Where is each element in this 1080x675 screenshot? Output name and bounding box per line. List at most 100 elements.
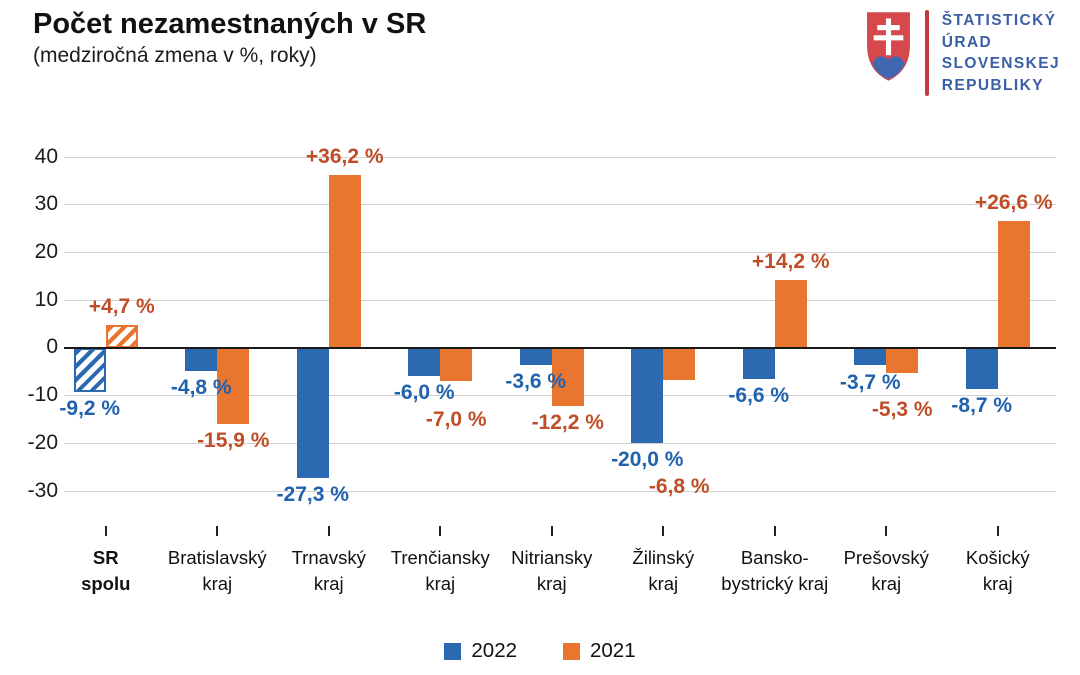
bar-2021-cat3 <box>440 347 473 382</box>
bar-2022-cat8 <box>965 347 998 390</box>
bar-value-label-2021-cat2: +36,2 % <box>305 145 384 169</box>
bar-2022-cat6 <box>742 347 775 380</box>
x-label-line: Žilinský <box>632 547 695 568</box>
statistical-office-logo: ŠTATISTICKÝ ÚRAD SLOVENSKEJ REPUBLIKY <box>865 10 1060 96</box>
y-tick-label-40: 40 <box>34 144 58 168</box>
x-tick-cat6 <box>773 526 776 536</box>
bar-2021-cat4 <box>551 347 584 407</box>
bar-value-label-2021-cat0: +4,7 % <box>88 295 155 319</box>
bar-value-label-2021-cat7: -5,3 % <box>871 397 933 421</box>
legend-item-2022: 2022 <box>444 639 517 663</box>
bar-2021-cat6 <box>774 280 807 348</box>
x-label-line: SR <box>92 547 119 568</box>
gridline-y-40 <box>64 156 1056 158</box>
bar-value-label-2022-cat0: -9,2 % <box>59 396 121 420</box>
x-label-line: Bansko- <box>740 547 809 568</box>
chart-subtitle: (medziročná zmena v %, roky) <box>33 44 317 67</box>
bar-value-label-2022-cat3: -6,0 % <box>393 381 455 405</box>
x-tick-cat8 <box>996 526 999 536</box>
bar-value-label-2021-cat1: -15,9 % <box>197 428 270 452</box>
bar-value-label-2021-cat4: -12,2 % <box>531 411 604 435</box>
bar-2022-cat7 <box>854 347 887 366</box>
x-label-line: bystrický kraj <box>721 572 829 594</box>
chart-title: Počet nezamestnaných v SR <box>33 8 427 40</box>
bar-value-label-2022-cat2: -27,3 % <box>276 483 349 507</box>
bar-value-label-2022-cat4: -3,6 % <box>505 370 567 394</box>
x-label-line: kraj <box>202 572 233 594</box>
bar-value-label-2022-cat6: -6,6 % <box>728 384 790 408</box>
legend-item-2021: 2021 <box>563 639 636 663</box>
bar-2022-cat4 <box>519 347 552 366</box>
y-tick-label--10: -10 <box>27 383 58 407</box>
bar-value-label-2022-cat5: -20,0 % <box>611 448 684 472</box>
y-tick-label-10: 10 <box>34 287 58 311</box>
bar-value-label-2021-cat3: -7,0 % <box>425 408 487 432</box>
legend-label-2021: 2021 <box>590 639 636 662</box>
x-label-cat2: Trnavský kraj <box>254 545 404 596</box>
y-tick-label-0: 0 <box>46 335 58 359</box>
x-tick-cat4 <box>550 526 553 536</box>
y-tick-label--30: -30 <box>27 478 58 502</box>
logo-org-name: ŠTATISTICKÝ ÚRAD SLOVENSKEJ REPUBLIKY <box>942 10 1060 96</box>
x-label-line: spolu <box>81 572 131 594</box>
y-tick-label--20: -20 <box>27 430 58 454</box>
bar-2021-cat1 <box>217 347 250 424</box>
x-tick-cat0 <box>104 526 107 536</box>
x-label-cat5: Žilinský kraj <box>588 545 738 596</box>
logo-org-line: SLOVENSKEJ <box>941 55 1060 72</box>
gridline-y--30 <box>64 490 1056 492</box>
logo-org-line: ÚRAD <box>941 33 993 51</box>
x-label-cat7: Prešovský kraj <box>811 545 961 596</box>
x-label-cat8: Košický kraj <box>923 545 1073 596</box>
x-label-line: Trnavský <box>291 547 366 568</box>
x-label-cat0: SR spolu <box>31 545 181 596</box>
legend-swatch-2021 <box>563 642 580 660</box>
logo-org-line: REPUBLIKY <box>941 76 1044 94</box>
bar-2022-cat3 <box>408 347 441 377</box>
bar-2021-cat2 <box>328 175 361 348</box>
x-tick-cat3 <box>439 526 442 536</box>
bar-2021-cat8 <box>997 220 1030 348</box>
x-label-line: kraj <box>425 572 456 594</box>
x-label-line: kraj <box>648 572 679 594</box>
zero-axis-line <box>64 346 1056 350</box>
x-label-cat3: Trenčiansky kraj <box>365 545 515 596</box>
bar-value-label-2021-cat8: +26,6 % <box>974 190 1053 214</box>
bar-value-label-2021-cat6: +14,2 % <box>751 250 830 274</box>
bar-2022-cat5 <box>631 347 664 444</box>
legend-swatch-2022 <box>444 642 462 660</box>
bar-value-label-2021-cat5: -6,8 % <box>648 475 710 499</box>
bar-value-label-2022-cat1: -4,8 % <box>170 375 232 399</box>
bar-2022-cat0 <box>73 347 106 392</box>
bar-2021-cat5 <box>663 347 696 381</box>
y-tick-label-20: 20 <box>34 239 58 263</box>
bar-2021-cat7 <box>886 347 919 374</box>
logo-divider <box>925 10 929 96</box>
x-tick-cat2 <box>327 526 330 536</box>
x-label-line: kraj <box>536 572 567 594</box>
x-label-line: Trenčiansky <box>390 547 490 568</box>
gridline-y-20 <box>64 251 1056 253</box>
x-tick-cat5 <box>662 526 665 536</box>
x-label-line: Nitriansky <box>511 547 593 568</box>
x-label-line: kraj <box>313 572 344 594</box>
bar-2021-cat0 <box>105 325 138 348</box>
x-tick-cat7 <box>885 526 888 536</box>
y-tick-label-30: 30 <box>34 192 58 216</box>
x-label-line: kraj <box>982 572 1013 594</box>
x-tick-cat1 <box>216 526 219 536</box>
logo-org-line: ŠTATISTICKÝ <box>941 12 1057 29</box>
x-label-cat4: Nitriansky kraj <box>477 545 627 596</box>
x-label-line: Košický <box>965 547 1030 568</box>
gridline-y-10 <box>64 299 1056 301</box>
x-label-line: Prešovský <box>843 547 929 568</box>
x-label-line: kraj <box>871 572 902 594</box>
gridline-y--20 <box>64 442 1056 444</box>
x-label-line: Bratislavský <box>167 547 267 568</box>
legend-label-2022: 2022 <box>471 639 517 662</box>
bar-value-label-2022-cat8: -8,7 % <box>951 394 1013 418</box>
bar-2022-cat2 <box>296 347 329 479</box>
slovak-coat-of-arms-icon <box>867 12 911 81</box>
